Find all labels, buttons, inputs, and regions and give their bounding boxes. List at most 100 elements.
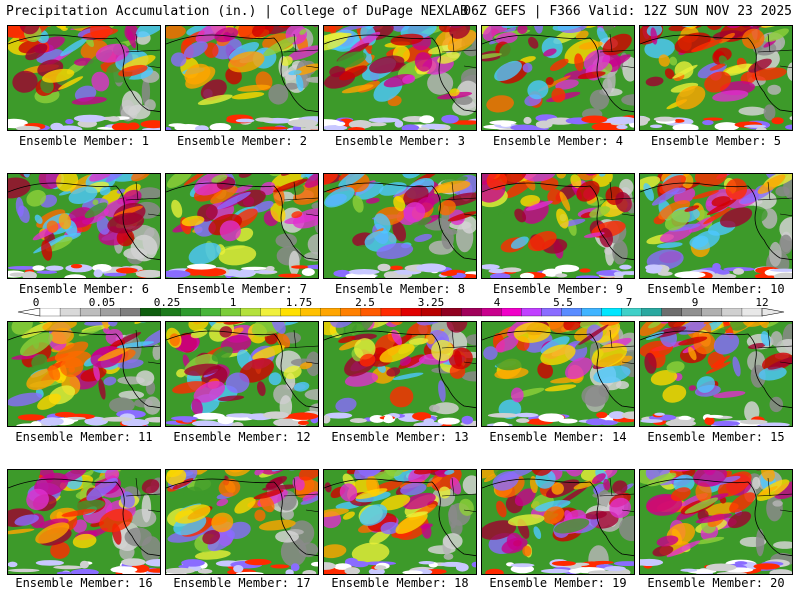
legend-color-swatch: [741, 308, 763, 317]
ensemble-member-label: Ensemble Member: 11: [15, 430, 153, 444]
legend-color-swatch: [521, 308, 543, 317]
legend-color-swatch: [240, 308, 262, 317]
legend-tick-label: 5.5: [553, 296, 573, 309]
ensemble-member-map: [323, 469, 477, 575]
precip-field: [166, 470, 318, 574]
legend-color-swatch: [160, 308, 182, 317]
ensemble-member-label: Ensemble Member: 5: [650, 134, 782, 148]
legend-color-swatch: [180, 308, 202, 317]
legend-color-swatch: [220, 308, 242, 317]
run-valid-time: 06Z GEFS | F366 Valid: 12Z SUN NOV 23 20…: [463, 4, 792, 19]
precip-field: [482, 322, 634, 426]
legend-tick-label: 1: [229, 296, 237, 309]
ensemble-member-label: Ensemble Member: 3: [334, 134, 466, 148]
product-title: Precipitation Accumulation (in.) | Colle…: [6, 4, 468, 19]
ensemble-member-map: [481, 469, 635, 575]
legend-color-swatch: [260, 308, 282, 317]
precip-field: [8, 174, 160, 278]
precip-field: [166, 322, 318, 426]
ensemble-member-map: [481, 173, 635, 279]
legend-color-swatch: [360, 308, 382, 317]
ensemble-member-map: [7, 469, 161, 575]
ensemble-member-map: [639, 321, 793, 427]
legend-color-swatch: [420, 308, 442, 317]
precip-field: [324, 470, 476, 574]
legend-color-swatch: [541, 308, 563, 317]
legend-tick-label: 0: [32, 296, 40, 309]
legend-color-swatch: [300, 308, 322, 317]
legend-tick-label: 4: [493, 296, 501, 309]
legend-max-arrow: [761, 308, 785, 317]
precip-field: [324, 322, 476, 426]
ensemble-member-label: Ensemble Member: 19: [489, 576, 627, 590]
legend-tick-label: 2.5: [355, 296, 375, 309]
ensemble-member-map: [639, 469, 793, 575]
ensemble-member-map: [639, 25, 793, 131]
legend-color-swatch: [561, 308, 583, 317]
ensemble-member-label: Ensemble Member: 10: [647, 282, 785, 296]
ensemble-member-map: [165, 173, 319, 279]
legend-color-swatch: [200, 308, 222, 317]
legend-color-swatch: [581, 308, 603, 317]
ensemble-member-label: Ensemble Member: 4: [492, 134, 624, 148]
ensemble-member-map: [7, 321, 161, 427]
legend-color-bar: [17, 308, 785, 317]
legend-color-swatch: [661, 308, 683, 317]
ensemble-member-map: [323, 25, 477, 131]
legend-color-swatch: [481, 308, 502, 317]
legend-color-swatch: [320, 308, 342, 317]
ensemble-member-label: Ensemble Member: 8: [334, 282, 466, 296]
ensemble-member-label: Ensemble Member: 7: [176, 282, 308, 296]
ensemble-member-label: Ensemble Member: 20: [647, 576, 785, 590]
ensemble-member-label: Ensemble Member: 18: [331, 576, 469, 590]
precip-field: [640, 26, 792, 130]
precip-field: [324, 174, 476, 278]
legend-color-swatch: [400, 308, 422, 317]
legend-color-swatch: [340, 308, 362, 317]
legend-color-swatch: [440, 308, 462, 317]
precip-field: [640, 174, 792, 278]
legend-color-swatch: [641, 308, 663, 317]
ensemble-member-map: [165, 321, 319, 427]
legend-color-swatch: [461, 308, 482, 317]
legend-color-swatch: [120, 308, 141, 317]
legend-tick-label: 12: [755, 296, 769, 309]
precip-field: [640, 470, 792, 574]
ensemble-member-map: [481, 321, 635, 427]
legend-color-swatch: [380, 308, 402, 317]
legend-color-swatch: [621, 308, 643, 317]
legend-tick-label: 3.25: [417, 296, 445, 309]
precip-field: [482, 470, 634, 574]
ensemble-member-label: Ensemble Member: 15: [647, 430, 785, 444]
ensemble-member-map: [7, 25, 161, 131]
legend-color-swatch: [280, 308, 302, 317]
precip-field: [482, 174, 634, 278]
precip-field: [166, 26, 318, 130]
legend-min-arrow: [17, 308, 41, 317]
precip-field: [8, 26, 160, 130]
legend-tick-label: 7: [625, 296, 633, 309]
ensemble-member-map: [165, 25, 319, 131]
precip-field: [8, 322, 160, 426]
legend-tick-label: 9: [691, 296, 699, 309]
precip-field: [324, 26, 476, 130]
ensemble-member-label: Ensemble Member: 2: [176, 134, 308, 148]
precip-field: [166, 174, 318, 278]
ensemble-member-map: [7, 173, 161, 279]
legend-color-swatch: [140, 308, 161, 317]
ensemble-member-label: Ensemble Member: 12: [173, 430, 311, 444]
legend-color-swatch: [59, 308, 81, 317]
ensemble-member-label: Ensemble Member: 14: [489, 430, 627, 444]
legend-color-swatch: [681, 308, 703, 317]
legend-color-swatch: [100, 308, 121, 317]
legend-tick-label: 1.75: [285, 296, 313, 309]
legend-color-swatch: [721, 308, 743, 317]
legend-tick-label: 0.05: [88, 296, 116, 309]
precip-field: [640, 322, 792, 426]
ensemble-member-label: Ensemble Member: 6: [18, 282, 150, 296]
ensemble-member-map: [323, 321, 477, 427]
precip-field: [8, 470, 160, 574]
legend-color-swatch: [501, 308, 522, 317]
ensemble-member-label: Ensemble Member: 16: [15, 576, 153, 590]
ensemble-member-label: Ensemble Member: 9: [492, 282, 624, 296]
